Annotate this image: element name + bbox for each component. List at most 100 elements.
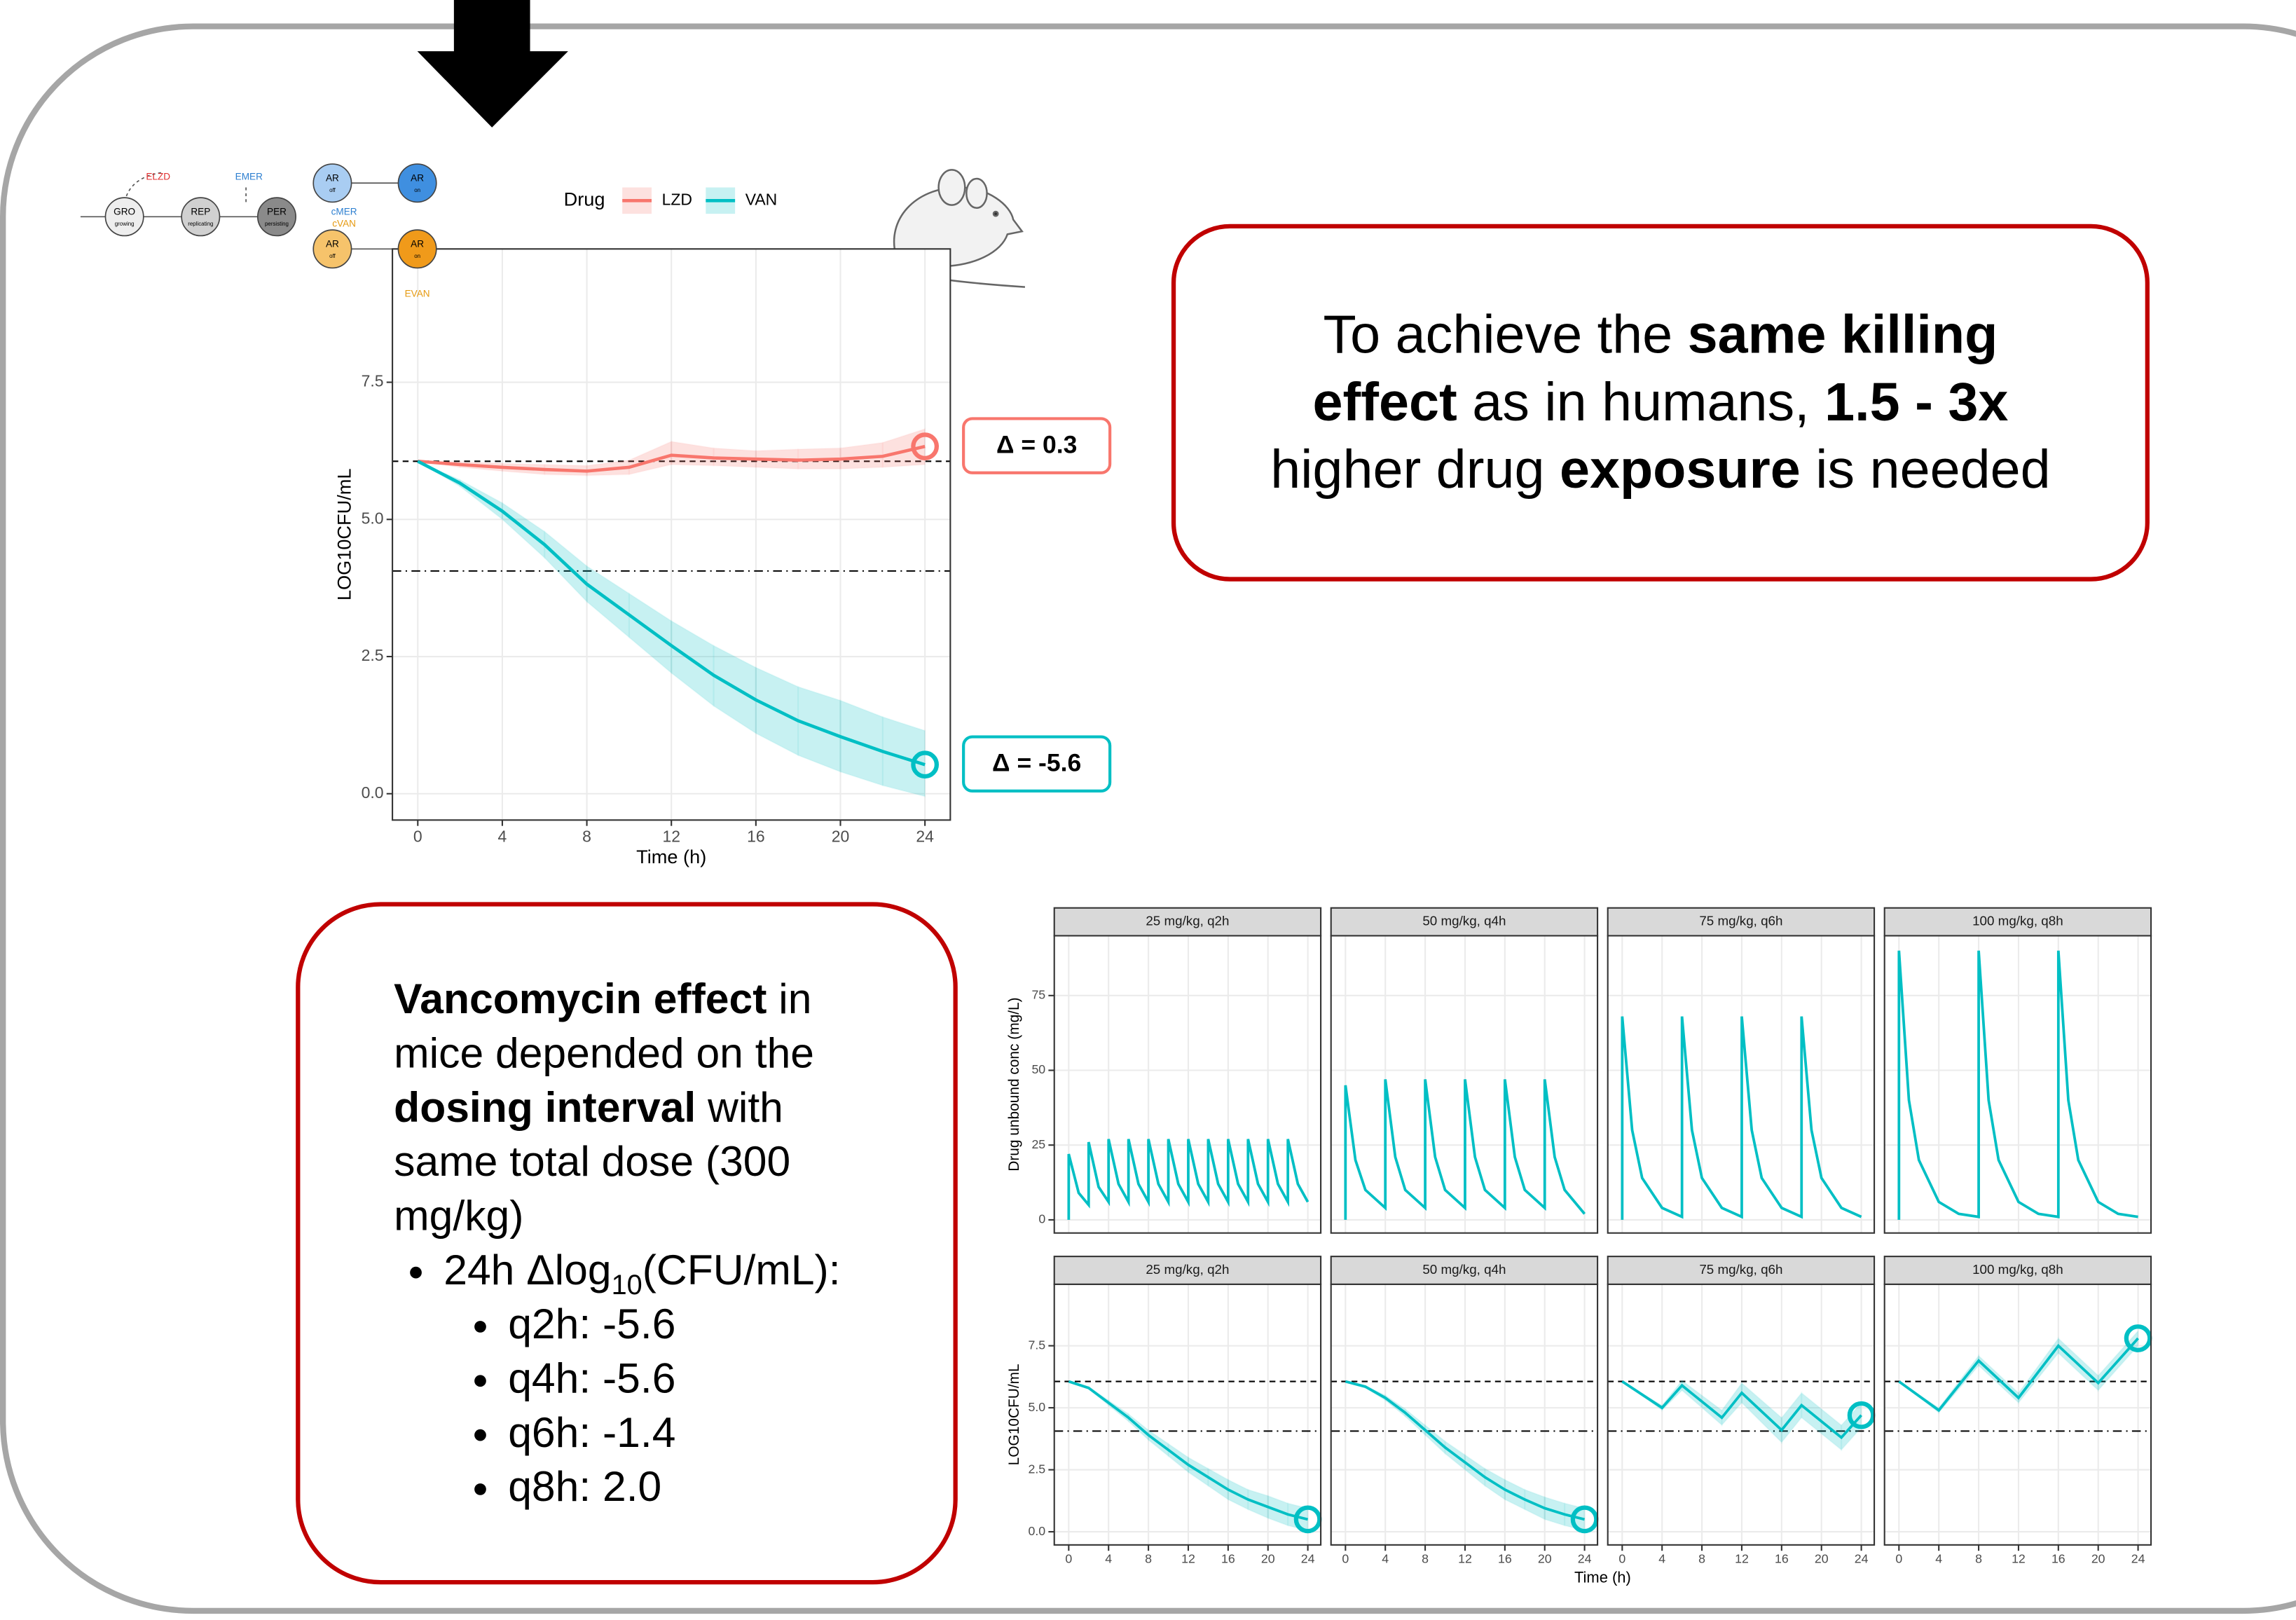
sub-bullet: q8h: 2.0 <box>508 1462 953 1516</box>
x-tick-label: 0 <box>1342 1551 1349 1565</box>
delta-label: Δ = -5.6 <box>992 749 1081 777</box>
x-tick-label: 20 <box>2091 1551 2105 1565</box>
y-tick-label: 50 <box>1031 1062 1045 1076</box>
y-tick-label: 0.0 <box>362 783 384 802</box>
callout-text: Vancomycin effect in mice depended on th… <box>394 974 877 1245</box>
sub-bullet: q2h: -5.6 <box>508 1299 953 1353</box>
node-label: AR <box>411 239 424 249</box>
legend-label: VAN <box>745 190 778 208</box>
delta-label: Δ = 0.3 <box>996 431 1077 459</box>
diagram-label: EVAN <box>405 289 430 299</box>
x-tick-label: 24 <box>1301 1551 1315 1565</box>
arrow-head <box>418 51 568 128</box>
x-tick-label: 12 <box>1735 1551 1749 1565</box>
x-tick-label: 8 <box>1422 1551 1429 1565</box>
y-tick-label: 2.5 <box>362 646 384 664</box>
node-sublabel: off <box>329 187 336 193</box>
text-run: exposure <box>1560 439 1801 500</box>
text-run: Vancomycin effect <box>394 977 767 1024</box>
x-tick-label: 12 <box>1458 1551 1472 1565</box>
text-run: To achieve the <box>1324 305 1688 365</box>
y-tick-label: 25 <box>1031 1137 1045 1151</box>
text-run: (CFU/mL): <box>642 1248 841 1295</box>
diagram-label: ELZD <box>146 171 170 181</box>
x-tick-label: 20 <box>1815 1551 1829 1565</box>
node-sublabel: replicating <box>188 221 213 227</box>
node-sublabel: persisting <box>265 221 289 227</box>
x-tick-label: 24 <box>916 828 934 846</box>
stage: 0 4 8 12 16 20 24 0.0 2.5 5.0 7.5 Δ = 0.3 Δ = -5.6 LO… <box>0 0 2296 1619</box>
facet-title: 75 mg/kg, q6h <box>1699 1262 1782 1277</box>
bullet-text: 24h Δlog10(CFU/mL): <box>444 1248 840 1295</box>
facet-title: 100 mg/kg, q8h <box>1972 914 2063 928</box>
y-axis-label: LOG10CFU/mL <box>333 468 355 600</box>
node-sublabel: growing <box>115 221 135 227</box>
x-tick-label: 24 <box>1855 1551 1869 1565</box>
y-tick-label: 75 <box>1031 987 1045 1001</box>
panel-background <box>1885 935 2151 1233</box>
x-tick-label: 4 <box>1935 1551 1942 1565</box>
x-tick-label: 16 <box>1775 1551 1789 1565</box>
x-tick-label: 20 <box>1538 1551 1552 1565</box>
x-tick-label: 24 <box>2131 1551 2145 1565</box>
y-tick-label: 7.5 <box>362 372 384 390</box>
callout-vancomycin: Vancomycin effect in mice depended on th… <box>296 902 958 1584</box>
node-label: AR <box>411 173 424 184</box>
node-label: GRO <box>114 207 135 217</box>
panel-background <box>1885 1284 2151 1545</box>
x-tick-label: 20 <box>832 828 850 846</box>
sub-bullet-list: q2h: -5.6q4h: -5.6q6h: -1.4q8h: 2.0 <box>444 1299 953 1516</box>
x-tick-label: 24 <box>1578 1551 1592 1565</box>
node-label: REP <box>191 207 210 217</box>
x-tick-label: 16 <box>2051 1551 2065 1565</box>
panel-background <box>1608 1284 1874 1545</box>
node-sublabel: off <box>329 253 336 259</box>
y-tick-label: 7.5 <box>1029 1338 1046 1352</box>
text-run: is needed <box>1801 439 2051 500</box>
x-tick-label: 16 <box>1221 1551 1235 1565</box>
y-axis-label: LOG10CFU/mL <box>1006 1364 1022 1465</box>
x-tick-label: 8 <box>1698 1551 1705 1565</box>
x-tick-label: 0 <box>1895 1551 1902 1565</box>
y-axis-label: Drug unbound conc (mg/L) <box>1006 997 1022 1171</box>
y-tick-label: 5.0 <box>1029 1400 1046 1414</box>
y-tick-label: 0 <box>1038 1212 1045 1226</box>
facet-title: 75 mg/kg, q6h <box>1699 914 1782 928</box>
x-tick-label: 0 <box>413 828 422 846</box>
facet-title: 50 mg/kg, q4h <box>1422 1262 1506 1277</box>
facet-title: 25 mg/kg, q2h <box>1146 914 1229 928</box>
x-axis-label: Time (h) <box>636 846 706 867</box>
arrow-shaft <box>454 0 530 53</box>
x-tick-label: 12 <box>1181 1551 1195 1565</box>
sub-bullet: q4h: -5.6 <box>508 1353 953 1407</box>
text-run: dosing interval <box>394 1085 696 1132</box>
legend-title: Drug <box>564 188 605 210</box>
text-run: as in humans, <box>1457 372 1824 432</box>
x-tick-label: 4 <box>1105 1551 1112 1565</box>
bullet: 24h Δlog10(CFU/mL):q2h: -5.6q4h: -5.6q6h… <box>444 1244 953 1516</box>
x-tick-label: 20 <box>1261 1551 1275 1565</box>
y-tick-label: 2.5 <box>1029 1462 1046 1476</box>
text-run: 1.5 - 3x <box>1824 372 2008 432</box>
diagram-label: cVAN <box>332 218 356 228</box>
x-tick-label: 16 <box>747 828 765 846</box>
x-tick-label: 16 <box>1498 1551 1512 1565</box>
text-run: 24h Δlog <box>444 1248 611 1295</box>
x-tick-label: 12 <box>2012 1551 2026 1565</box>
x-tick-label: 8 <box>582 828 591 846</box>
node-sublabel: on <box>414 187 420 193</box>
node-label: AR <box>326 173 339 184</box>
bullet-list: 24h Δlog10(CFU/mL):q2h: -5.6q4h: -5.6q6h… <box>394 1244 953 1516</box>
callout-exposure: To achieve the same killing effect as in… <box>1171 224 2150 582</box>
slide: 0 4 8 12 16 20 24 0.0 2.5 5.0 7.5 Δ = 0.3 Δ = -5.6 LO… <box>0 0 2296 1620</box>
y-tick-label: 5.0 <box>362 509 384 527</box>
text-run: higher drug <box>1270 439 1560 500</box>
diagram-label: cMER <box>331 207 357 217</box>
facet-title: 50 mg/kg, q4h <box>1422 914 1506 928</box>
x-tick-label: 4 <box>1658 1551 1665 1565</box>
x-tick-label: 12 <box>662 828 680 846</box>
y-tick-label: 0.0 <box>1029 1524 1046 1538</box>
legend-label: LZD <box>662 190 692 208</box>
facet-title: 25 mg/kg, q2h <box>1146 1262 1229 1277</box>
x-tick-label: 4 <box>498 828 507 846</box>
